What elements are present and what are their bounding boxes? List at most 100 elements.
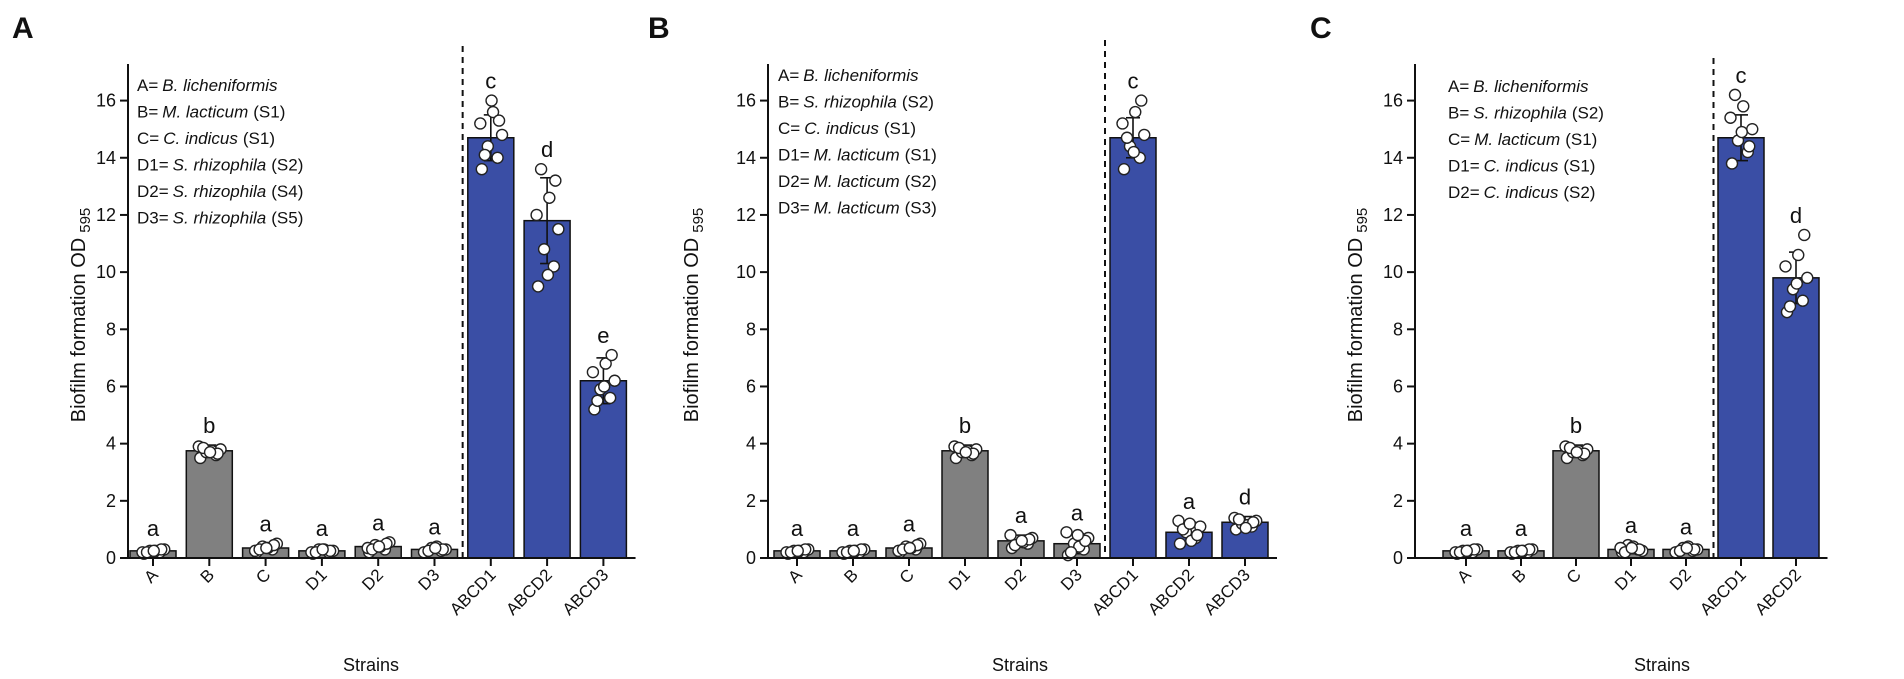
legend-entry: B= S. rhizophila (S2) — [778, 93, 934, 112]
replicate-point — [1625, 541, 1638, 555]
replicate-point — [586, 365, 600, 379]
legend-species: S. rhizophila — [173, 156, 267, 175]
replicate-point — [530, 208, 543, 222]
replicate-point — [959, 446, 972, 459]
replicate-point — [1120, 131, 1134, 144]
replicate-point — [1680, 541, 1693, 555]
legend-strain: (S1) — [1563, 157, 1595, 176]
y-tick-label: 0 — [1393, 548, 1403, 568]
legend-key: D2= — [1448, 183, 1480, 202]
replicate-point — [1004, 528, 1017, 542]
panel-letter: C — [1310, 12, 1332, 45]
replicate-point — [1060, 526, 1073, 539]
legend-strain: (S1) — [884, 119, 916, 138]
y-tick-label: 8 — [106, 319, 116, 339]
x-tick-label: ABCD2 — [1144, 565, 1198, 619]
replicate-point — [537, 243, 551, 256]
y-tick-label: 14 — [1383, 148, 1403, 168]
replicate-point — [372, 540, 386, 553]
replicate-point — [1724, 111, 1737, 124]
replicate-point — [1570, 446, 1583, 459]
legend-entry: D1= M. lacticum (S1) — [778, 146, 937, 165]
replicate-point — [495, 128, 509, 142]
legend-species: S. rhizophila — [173, 209, 267, 228]
panel-a: A Biofilm formation OD 595 a b a a a a c d e 0 2 4 6 8 10… — [12, 12, 636, 675]
replicate-point — [1173, 537, 1187, 550]
legend-entry: D2= C. indicus (S2) — [1448, 183, 1595, 202]
replicate-point — [1239, 521, 1252, 535]
replicate-point — [1790, 277, 1803, 290]
replicate-point — [1801, 271, 1814, 285]
replicate-point — [1515, 544, 1528, 558]
legend-species: M. lacticum — [814, 199, 900, 218]
legend-species: C. indicus — [1484, 183, 1559, 202]
y-tick-label: 2 — [746, 491, 756, 511]
replicate-point — [591, 394, 604, 407]
x-tick-label: D2 — [1666, 565, 1695, 594]
x-tick-label: C — [1563, 565, 1585, 587]
significance-label: a — [372, 510, 385, 535]
legend-key: D1= — [1448, 157, 1480, 176]
legend-species: S. rhizophila — [803, 93, 897, 112]
legend-strain: (S1) — [253, 103, 285, 122]
legend-entry: D1= S. rhizophila (S2) — [137, 156, 303, 175]
y-axis-title-subscript: 595 — [77, 208, 94, 233]
y-tick-label: 8 — [1393, 319, 1403, 339]
legend-species: S. rhizophila — [1473, 104, 1567, 123]
replicate-point — [605, 348, 618, 362]
legend-key: A= — [137, 76, 158, 95]
replicate-point — [903, 541, 916, 555]
x-tick-label: A — [784, 565, 806, 587]
replicate-point — [531, 280, 545, 293]
y-tick-label: 16 — [1383, 91, 1403, 111]
legend-key: C= — [1448, 130, 1470, 149]
x-tick-label: B — [197, 565, 218, 586]
significance-label: a — [1183, 489, 1196, 514]
replicate-point — [1783, 300, 1797, 313]
replicate-point — [1232, 513, 1246, 526]
replicate-point — [1116, 117, 1129, 130]
bar-abcd1 — [1109, 137, 1157, 559]
panel-b: B Biofilm formation OD 595 a a a b a a c a d 0 2 4 6 8 10… — [648, 12, 1277, 675]
bar-abcd2 — [1772, 277, 1820, 559]
bar-c — [1552, 450, 1600, 559]
y-tick-label: 10 — [96, 262, 116, 282]
x-tick-label: B — [1508, 565, 1529, 586]
replicate-point — [1779, 260, 1792, 273]
legend-species: B. licheniformis — [1473, 77, 1589, 96]
replicate-point — [1138, 128, 1151, 142]
legend-strain: (S4) — [271, 182, 303, 201]
y-tick-label: 2 — [1393, 491, 1403, 511]
replicate-point — [485, 94, 498, 107]
y-tick-label: 10 — [736, 262, 756, 282]
replicate-point — [552, 223, 565, 236]
legend-entry: A= B. licheniformis — [1448, 77, 1589, 96]
replicate-point — [1728, 88, 1742, 102]
y-tick-label: 16 — [736, 91, 756, 111]
replicate-point — [1460, 544, 1473, 558]
x-tick-label: ABCD3 — [1200, 565, 1254, 619]
x-tick-label: ABCD1 — [1088, 565, 1142, 619]
replicate-point — [1798, 228, 1811, 242]
legend-entry: C= C. indicus (S1) — [137, 129, 275, 148]
y-tick-label: 16 — [96, 91, 116, 111]
replicate-point — [1191, 528, 1204, 542]
y-tick-label: 6 — [106, 376, 116, 396]
y-tick-label: 4 — [1393, 434, 1403, 454]
x-tick-label: B — [840, 565, 861, 586]
legend-species: M. lacticum — [814, 146, 900, 165]
legend-species: C. indicus — [804, 119, 879, 138]
legend-entry: D2= S. rhizophila (S4) — [137, 182, 303, 201]
legend-species: M. lacticum — [814, 172, 900, 191]
legend-entry: C= C. indicus (S1) — [778, 119, 916, 138]
legend-entry: A= B. licheniformis — [778, 66, 919, 85]
x-tick-label: ABCD2 — [502, 565, 556, 619]
legend-strain: (S5) — [271, 209, 303, 228]
legend-strain: (S2) — [1572, 104, 1604, 123]
legend-key: D2= — [137, 182, 169, 201]
replicate-point — [549, 174, 562, 187]
legend-species: C. indicus — [1484, 157, 1559, 176]
significance-label: c — [485, 69, 496, 94]
